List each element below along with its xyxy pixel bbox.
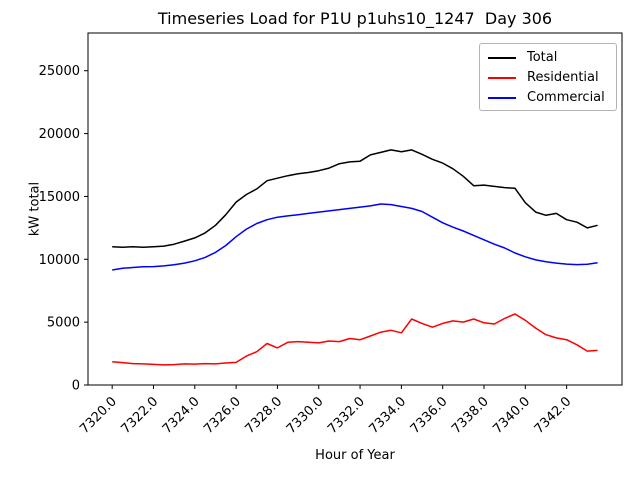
svg-text:0: 0 bbox=[72, 379, 80, 394]
legend-line-total-icon bbox=[488, 57, 516, 59]
svg-text:7320.0: 7320.0 bbox=[77, 394, 120, 437]
svg-text:7328.0: 7328.0 bbox=[242, 394, 285, 437]
y-axis-label: kW total bbox=[27, 181, 43, 237]
svg-text:25000: 25000 bbox=[39, 64, 80, 79]
legend-line-commercial-icon bbox=[488, 97, 516, 99]
svg-text:20000: 20000 bbox=[39, 127, 80, 142]
chart-title: Timeseries Load for P1U p1uhs10_1247 Day… bbox=[157, 9, 553, 28]
legend: Total Residential Commercial bbox=[479, 43, 617, 111]
legend-label-total: Total bbox=[527, 50, 558, 65]
svg-text:7326.0: 7326.0 bbox=[201, 394, 244, 437]
svg-text:15000: 15000 bbox=[39, 190, 80, 205]
svg-text:7322.0: 7322.0 bbox=[119, 394, 162, 437]
svg-text:7340.0: 7340.0 bbox=[490, 394, 533, 437]
svg-text:5000: 5000 bbox=[47, 316, 80, 331]
legend-item-residential: Residential bbox=[488, 68, 608, 88]
svg-text:7336.0: 7336.0 bbox=[408, 394, 451, 437]
svg-text:7338.0: 7338.0 bbox=[449, 394, 492, 437]
svg-text:7324.0: 7324.0 bbox=[160, 394, 203, 437]
legend-label-residential: Residential bbox=[527, 70, 599, 85]
svg-text:10000: 10000 bbox=[39, 253, 80, 268]
legend-line-residential-icon bbox=[488, 77, 516, 79]
svg-text:7330.0: 7330.0 bbox=[284, 394, 327, 437]
legend-label-commercial: Commercial bbox=[527, 90, 605, 105]
svg-text:7334.0: 7334.0 bbox=[366, 394, 409, 437]
legend-item-commercial: Commercial bbox=[488, 88, 608, 108]
svg-text:7342.0: 7342.0 bbox=[532, 394, 575, 437]
legend-item-total: Total bbox=[488, 48, 608, 68]
x-axis-label: Hour of Year bbox=[315, 448, 395, 463]
svg-text:7332.0: 7332.0 bbox=[325, 394, 368, 437]
